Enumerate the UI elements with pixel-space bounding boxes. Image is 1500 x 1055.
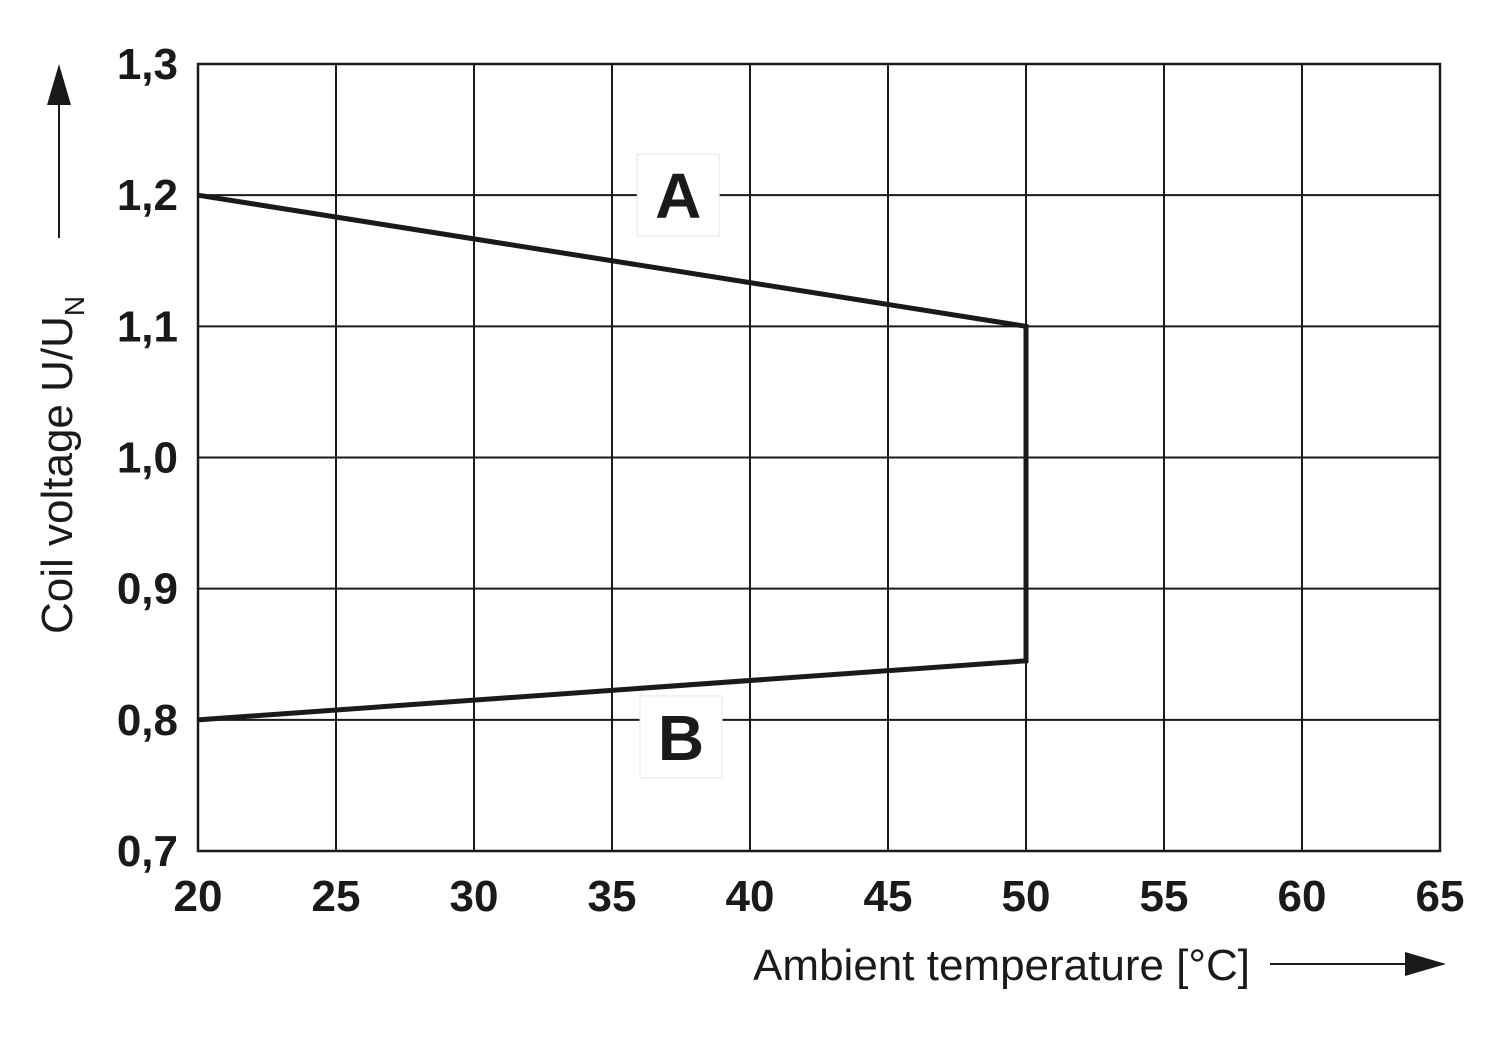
y-tick-label: 1,0 xyxy=(117,434,178,483)
region-label-a: A xyxy=(655,160,701,232)
x-tick-label: 60 xyxy=(1278,872,1327,921)
y-tick-label: 1,1 xyxy=(117,302,178,351)
x-tick-label: 30 xyxy=(450,872,499,921)
y-tick-label: 0,9 xyxy=(117,565,178,614)
x-tick-label: 35 xyxy=(588,872,637,921)
annotations: AB xyxy=(636,153,723,779)
y-tick-label: 0,7 xyxy=(117,827,178,876)
plot-frame xyxy=(196,62,1442,853)
x-tick-label: 25 xyxy=(312,872,361,921)
region-label-b: B xyxy=(658,702,704,774)
x-tick-label: 20 xyxy=(174,872,223,921)
region-label-box xyxy=(636,153,720,237)
y-tick-label: 1,2 xyxy=(117,171,178,220)
x-tick-label: 55 xyxy=(1140,872,1189,921)
x-axis-arrow xyxy=(1270,952,1446,976)
x-tick-label: 50 xyxy=(1002,872,1051,921)
x-tick-labels: 20 25 30 35 40 45 50 55 60 65 xyxy=(174,872,1465,921)
grid xyxy=(197,63,1441,852)
x-tick-label: 65 xyxy=(1416,872,1465,921)
y-tick-label: 1,3 xyxy=(117,40,178,89)
operating-range-line xyxy=(197,192,1029,723)
y-tick-label: 0,8 xyxy=(117,696,178,745)
region-label-box xyxy=(639,695,723,779)
y-axis-title: Coil voltage U/UN xyxy=(33,296,90,634)
y-axis-arrow xyxy=(47,64,71,238)
y-axis-title-subscript: N xyxy=(59,296,90,316)
x-tick-label: 40 xyxy=(726,872,775,921)
series-layer xyxy=(197,192,1029,723)
x-axis-title: Ambient temperature [°C] xyxy=(753,941,1250,990)
y-axis-title-main: Coil voltage U/U xyxy=(33,316,82,634)
y-tick-labels: 0,7 0,8 0,9 1,0 1,1 1,2 1,3 xyxy=(117,40,178,876)
x-tick-label: 45 xyxy=(864,872,913,921)
